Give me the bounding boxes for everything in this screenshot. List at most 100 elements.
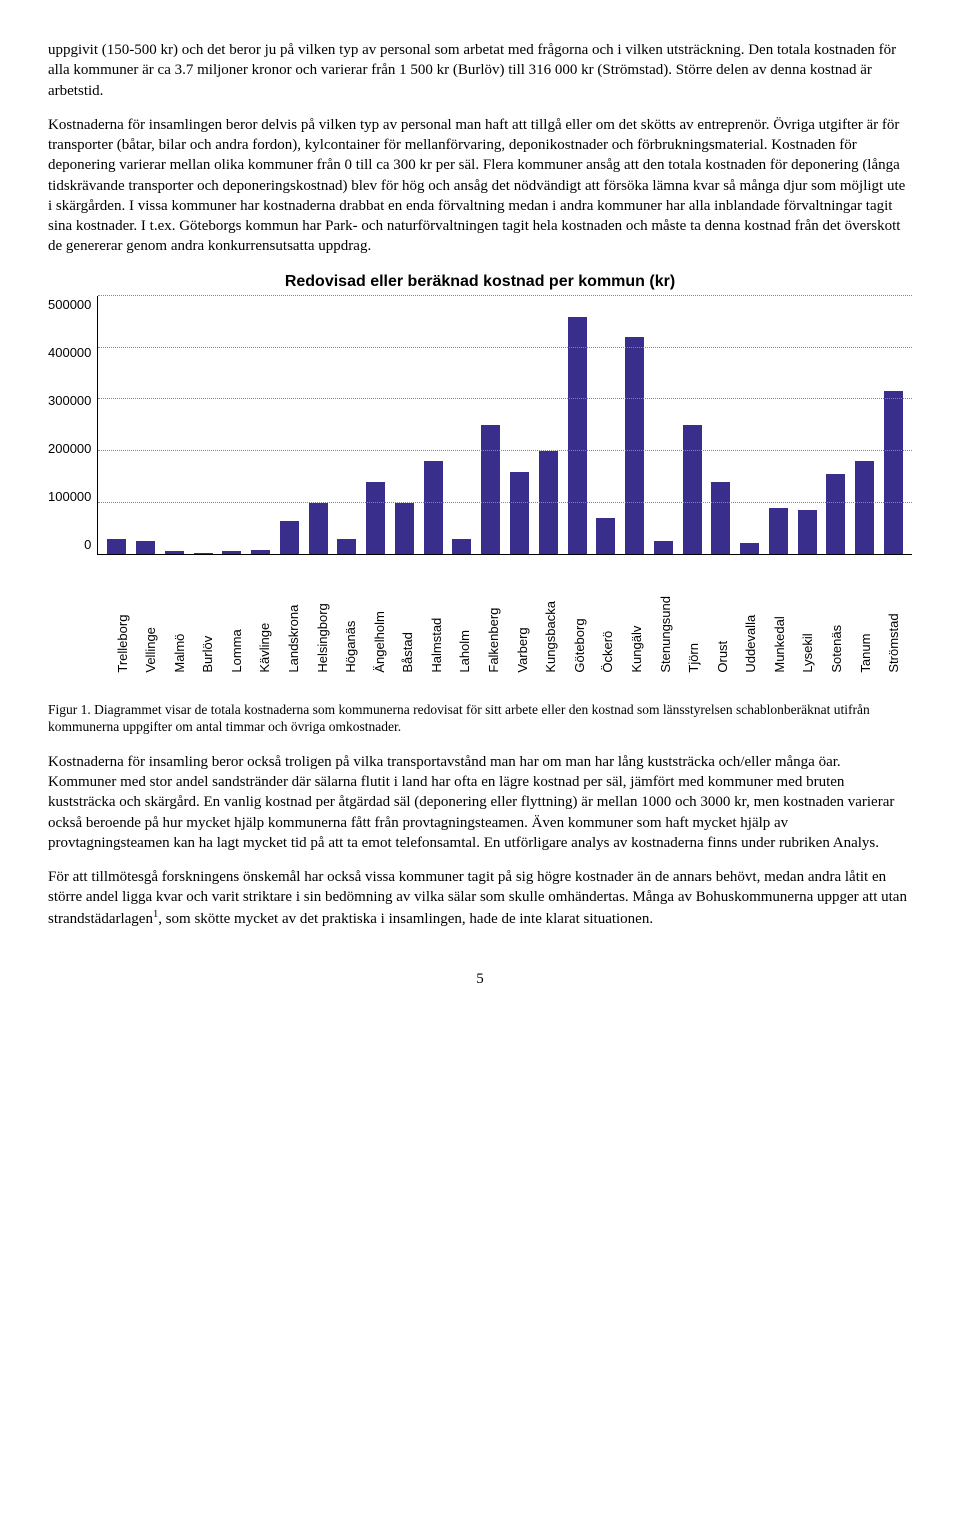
- bar: [107, 539, 126, 554]
- x-tick-label: Tjörn: [685, 596, 703, 677]
- grid-line: [98, 450, 912, 451]
- bar: [596, 518, 615, 554]
- bar-slot: [448, 296, 477, 554]
- grid-line: [98, 347, 912, 348]
- x-tick-label: Laholm: [456, 596, 474, 677]
- bar: [826, 474, 845, 554]
- grid-line: [98, 295, 912, 296]
- bar: [855, 461, 874, 554]
- x-label-slot: Kungälv: [622, 596, 651, 677]
- x-tick-label: Vellinge: [142, 596, 160, 677]
- grid-line: [98, 398, 912, 399]
- x-tick-label: Båstad: [399, 596, 417, 677]
- bar-slot: [764, 296, 793, 554]
- bar-slot: [591, 296, 620, 554]
- x-label-slot: Tjörn: [680, 596, 709, 677]
- x-label-slot: Varberg: [508, 596, 537, 677]
- chart-x-axis: Trelleborg Vellinge Malmö Burlöv Lomma Kävlin…: [104, 596, 912, 677]
- x-label-slot: Stenungsund: [651, 596, 680, 677]
- x-tick-label: Uddevalla: [742, 596, 760, 677]
- bar: [740, 543, 759, 554]
- bar: [510, 472, 529, 555]
- bar: [884, 391, 903, 554]
- text-run: , som skötte mycket av det praktiska i i…: [158, 911, 653, 927]
- chart-plot-area: [97, 296, 912, 555]
- bar: [769, 508, 788, 554]
- x-label-slot: Öckerö: [594, 596, 623, 677]
- y-tick-label: 200000: [48, 440, 91, 458]
- bar-slot: [476, 296, 505, 554]
- bar: [654, 541, 673, 554]
- x-tick-label: Lomma: [228, 596, 246, 677]
- bar: [309, 503, 328, 555]
- x-label-slot: Kungsbacka: [537, 596, 566, 677]
- x-tick-label: Munkedal: [771, 596, 789, 677]
- x-tick-label: Falkenberg: [485, 596, 503, 677]
- bar-slot: [793, 296, 822, 554]
- bar-slot: [361, 296, 390, 554]
- x-tick-label: Orust: [714, 596, 732, 677]
- x-tick-label: Halmstad: [428, 596, 446, 677]
- x-tick-label: Sotenäs: [828, 596, 846, 677]
- bar: [625, 337, 644, 554]
- y-tick-label: 300000: [48, 392, 91, 410]
- bar-slot: [246, 296, 275, 554]
- x-label-slot: Lomma: [222, 596, 251, 677]
- x-label-slot: Uddevalla: [737, 596, 766, 677]
- bar: [683, 425, 702, 554]
- bar-slot: [131, 296, 160, 554]
- y-tick-label: 500000: [48, 296, 91, 314]
- x-label-slot: Halmstad: [422, 596, 451, 677]
- x-label-slot: Burlöv: [194, 596, 223, 677]
- chart-y-axis: 5000004000003000002000001000000: [48, 296, 97, 554]
- x-label-slot: Strömstad: [880, 596, 909, 677]
- x-tick-label: Lysekil: [799, 596, 817, 677]
- x-tick-label: Ängelholm: [371, 596, 389, 677]
- bar: [395, 503, 414, 555]
- x-label-slot: Munkedal: [765, 596, 794, 677]
- x-tick-label: Varberg: [514, 596, 532, 677]
- x-tick-label: Burlöv: [199, 596, 217, 677]
- bar: [337, 539, 356, 554]
- bar-slot: [879, 296, 908, 554]
- bar-slot: [160, 296, 189, 554]
- bar: [165, 551, 184, 554]
- body-paragraph: uppgivit (150-500 kr) och det beror ju p…: [48, 40, 912, 101]
- x-tick-label: Kävlinge: [256, 596, 274, 677]
- bar: [424, 461, 443, 554]
- page-number: 5: [48, 969, 912, 989]
- bar-slot: [102, 296, 131, 554]
- bar: [481, 425, 500, 554]
- x-label-slot: Ängelholm: [365, 596, 394, 677]
- y-tick-label: 0: [84, 536, 91, 554]
- bar: [194, 553, 213, 554]
- x-tick-label: Kungsbacka: [542, 596, 560, 677]
- bar-slot: [678, 296, 707, 554]
- bar-slot: [505, 296, 534, 554]
- body-paragraph: Kostnaderna för insamling beror också tr…: [48, 752, 912, 853]
- bar-slot: [822, 296, 851, 554]
- bar: [568, 317, 587, 554]
- bar-slot: [534, 296, 563, 554]
- bar: [280, 521, 299, 555]
- x-tick-label: Helsingborg: [314, 596, 332, 677]
- x-label-slot: Kävlinge: [251, 596, 280, 677]
- body-paragraph: Kostnaderna för insamlingen beror delvis…: [48, 115, 912, 257]
- bar: [798, 510, 817, 554]
- x-label-slot: Falkenberg: [480, 596, 509, 677]
- x-label-slot: Landskrona: [279, 596, 308, 677]
- x-tick-label: Tanum: [857, 596, 875, 677]
- x-label-slot: Göteborg: [565, 596, 594, 677]
- x-label-slot: Båstad: [394, 596, 423, 677]
- x-tick-label: Göteborg: [571, 596, 589, 677]
- x-tick-label: Höganäs: [342, 596, 360, 677]
- y-tick-label: 100000: [48, 488, 91, 506]
- bar-slot: [735, 296, 764, 554]
- bar: [711, 482, 730, 554]
- bar-slot: [304, 296, 333, 554]
- bar-slot: [390, 296, 419, 554]
- x-tick-label: Malmö: [171, 596, 189, 677]
- bar-slot: [620, 296, 649, 554]
- x-label-slot: Trelleborg: [108, 596, 137, 677]
- x-label-slot: Lysekil: [794, 596, 823, 677]
